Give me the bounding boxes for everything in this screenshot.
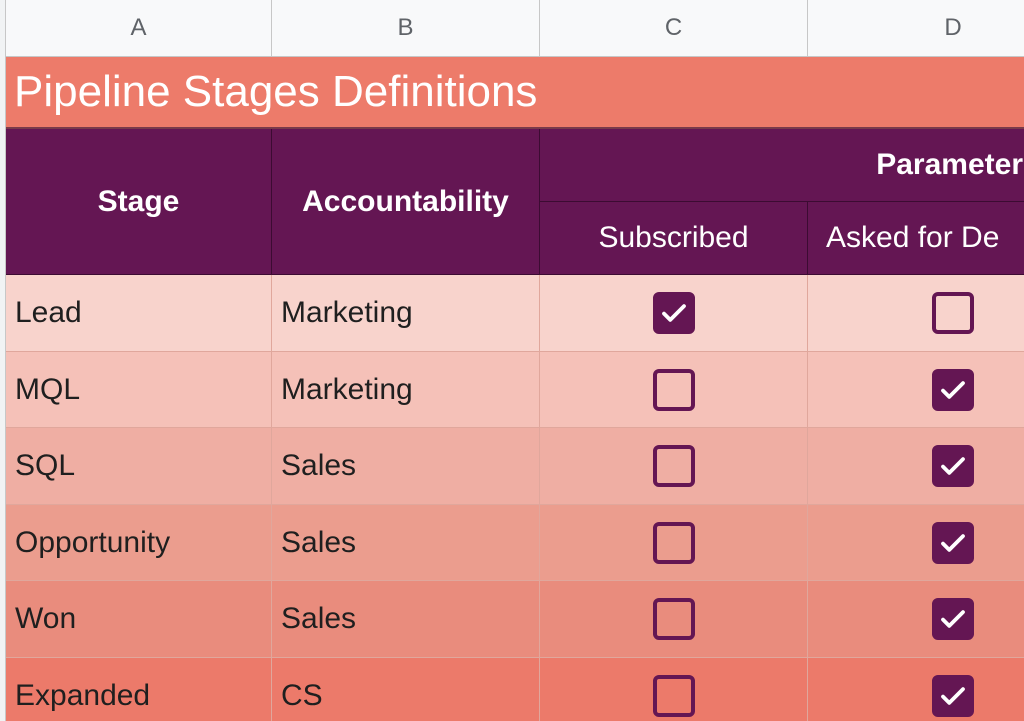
accountability-value: Marketing — [281, 296, 413, 329]
cell-asked[interactable] — [808, 352, 1024, 428]
cell-accountability[interactable]: Sales — [272, 428, 540, 505]
cell-asked[interactable] — [808, 428, 1024, 505]
stage-value: Won — [15, 602, 77, 635]
subscribed-checkbox[interactable] — [652, 674, 695, 717]
cell-stage[interactable]: MQL — [6, 352, 272, 428]
cell-accountability[interactable]: Marketing — [272, 275, 540, 352]
stage-value: MQL — [15, 372, 81, 406]
cell-subscribed[interactable] — [540, 505, 808, 581]
cell-asked[interactable] — [808, 275, 1024, 352]
header-label: Subscribed — [598, 221, 749, 254]
header-stage[interactable]: Stage — [6, 129, 272, 275]
check-icon — [940, 380, 965, 399]
column-letter: C — [664, 14, 683, 41]
accountability-value: Sales — [281, 525, 357, 559]
stage-value: SQL — [15, 449, 76, 482]
asked-checkbox[interactable] — [931, 368, 974, 411]
check-icon — [661, 304, 686, 322]
column-header-d[interactable]: D — [808, 0, 1024, 57]
asked-checkbox[interactable] — [931, 521, 974, 564]
accountability-value: CS — [281, 678, 323, 712]
asked-checkbox[interactable] — [931, 445, 974, 487]
stage-value: Opportunity — [15, 525, 171, 559]
cell-accountability[interactable]: Sales — [272, 581, 540, 658]
asked-checkbox[interactable] — [931, 674, 974, 717]
cell-accountability[interactable]: Sales — [272, 505, 540, 581]
accountability-value: Marketing — [281, 372, 413, 406]
subscribed-checkbox[interactable] — [652, 598, 695, 640]
asked-checkbox[interactable] — [931, 598, 974, 640]
header-label: Stage — [97, 184, 180, 218]
accountability-value: Sales — [281, 602, 357, 635]
header-accountability[interactable]: Accountability — [272, 129, 540, 275]
subscribed-checkbox[interactable] — [652, 521, 695, 564]
stage-value: Expanded — [15, 678, 151, 712]
column-letter: D — [944, 14, 962, 41]
cell-stage[interactable]: SQL — [6, 428, 272, 505]
cell-stage[interactable]: Won — [6, 581, 272, 658]
cell-subscribed[interactable] — [540, 581, 808, 658]
accountability-value: Sales — [281, 449, 357, 482]
column-header-c[interactable]: C — [540, 0, 808, 57]
subscribed-checkbox[interactable] — [652, 445, 695, 487]
cell-stage[interactable]: Expanded — [6, 658, 272, 721]
column-letter: B — [397, 14, 414, 41]
cell-accountability[interactable]: Marketing — [272, 352, 540, 428]
cell-accountability[interactable]: CS — [272, 658, 540, 721]
check-icon — [940, 610, 965, 628]
header-parameters[interactable]: Parameter — [540, 129, 1024, 202]
cell-asked[interactable] — [808, 658, 1024, 721]
subscribed-checkbox[interactable] — [652, 292, 695, 334]
cell-stage[interactable]: Opportunity — [6, 505, 272, 581]
sheet-title: Pipeline Stages Definitions — [14, 67, 538, 116]
check-icon — [940, 686, 965, 705]
cell-asked[interactable] — [808, 505, 1024, 581]
column-header-a[interactable]: A — [6, 0, 272, 57]
title-cell[interactable]: Pipeline Stages Definitions — [6, 57, 1024, 129]
cell-subscribed[interactable] — [540, 275, 808, 352]
stage-value: Lead — [15, 296, 82, 329]
column-header-b[interactable]: B — [272, 0, 540, 57]
row-header-gutter[interactable] — [0, 0, 6, 721]
subscribed-checkbox[interactable] — [652, 368, 695, 411]
header-label: Accountability — [302, 184, 509, 218]
cell-asked[interactable] — [808, 581, 1024, 658]
cell-subscribed[interactable] — [540, 428, 808, 505]
cell-subscribed[interactable] — [540, 658, 808, 721]
header-label: Asked for De — [826, 221, 1000, 254]
cell-stage[interactable]: Lead — [6, 275, 272, 352]
check-icon — [940, 457, 965, 475]
column-letter: A — [130, 14, 147, 41]
asked-checkbox[interactable] — [931, 292, 974, 334]
check-icon — [940, 533, 965, 552]
header-subscribed[interactable]: Subscribed — [540, 202, 808, 275]
header-label: Parameter — [876, 148, 1023, 181]
cell-subscribed[interactable] — [540, 352, 808, 428]
header-asked-for-demo[interactable]: Asked for De — [808, 202, 1024, 275]
